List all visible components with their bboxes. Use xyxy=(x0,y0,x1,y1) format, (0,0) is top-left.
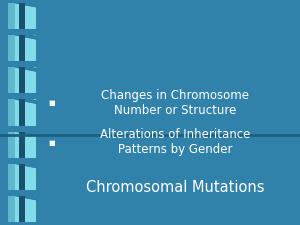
Text: Number or Structure: Number or Structure xyxy=(114,104,236,117)
Polygon shape xyxy=(8,194,36,225)
Text: Alterations of Inheritance: Alterations of Inheritance xyxy=(100,128,250,142)
Polygon shape xyxy=(8,162,36,197)
Bar xyxy=(0,93,43,99)
Bar xyxy=(19,0,25,225)
Text: ■: ■ xyxy=(49,140,55,146)
Polygon shape xyxy=(8,130,36,165)
Polygon shape xyxy=(8,130,15,159)
Polygon shape xyxy=(8,66,36,100)
Polygon shape xyxy=(8,162,15,191)
Bar xyxy=(0,222,43,225)
Polygon shape xyxy=(8,2,15,31)
Polygon shape xyxy=(8,34,15,63)
Text: ■: ■ xyxy=(49,100,55,106)
Bar xyxy=(0,0,43,3)
Polygon shape xyxy=(8,2,36,36)
Bar xyxy=(0,190,43,196)
Text: Patterns by Gender: Patterns by Gender xyxy=(118,144,232,157)
Polygon shape xyxy=(8,98,15,127)
Polygon shape xyxy=(8,34,36,68)
Bar xyxy=(0,61,43,67)
Bar xyxy=(0,126,43,132)
Bar xyxy=(0,29,43,35)
Polygon shape xyxy=(8,98,36,133)
Text: Chromosomal Mutations: Chromosomal Mutations xyxy=(86,180,264,194)
Bar xyxy=(0,158,43,164)
Polygon shape xyxy=(8,66,15,95)
Polygon shape xyxy=(8,194,15,223)
Text: Changes in Chromosome: Changes in Chromosome xyxy=(101,88,249,101)
